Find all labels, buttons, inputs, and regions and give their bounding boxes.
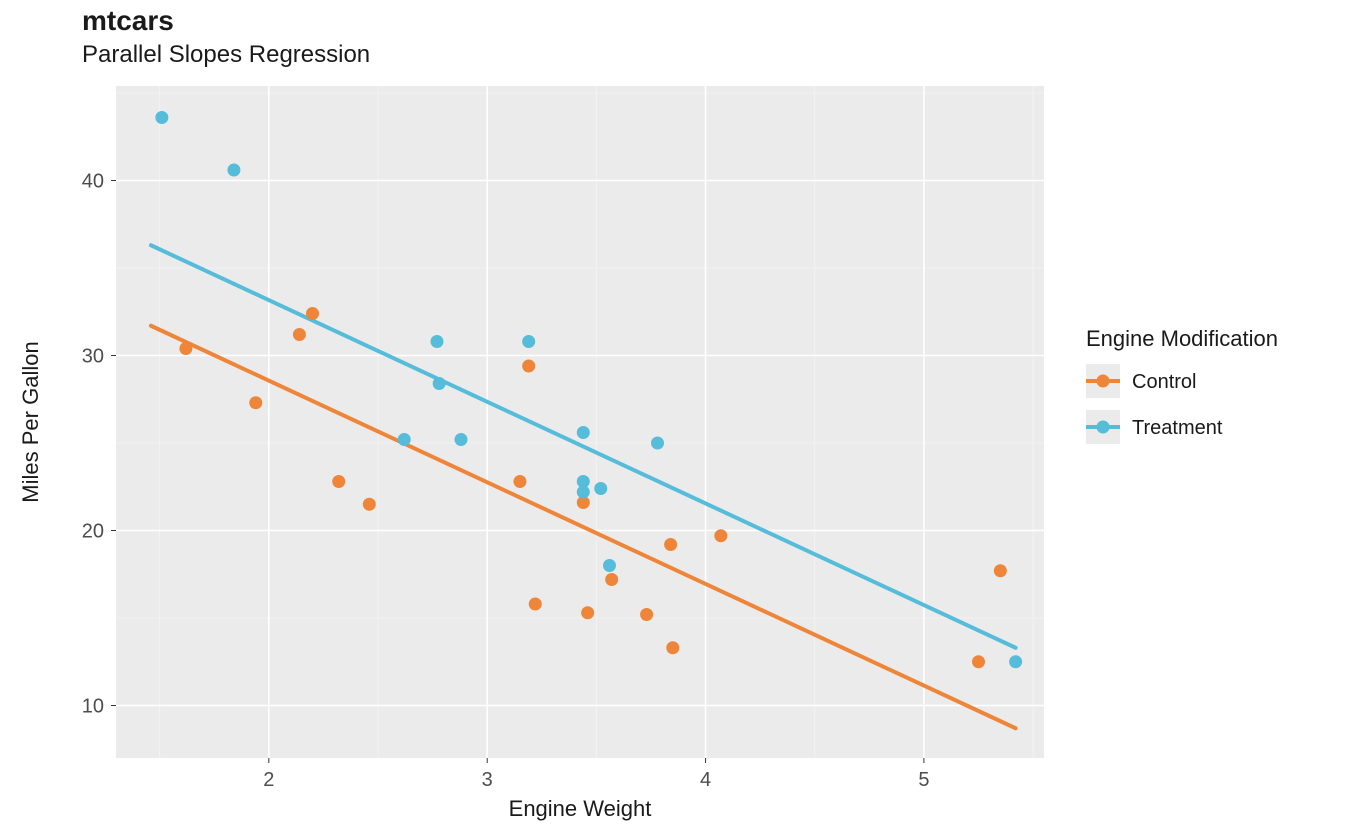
point-control: [640, 608, 653, 621]
y-tick-label: 20: [82, 521, 104, 543]
point-treatment: [155, 111, 168, 124]
legend-item: Treatment: [1086, 410, 1223, 444]
point-treatment: [1009, 655, 1022, 668]
y-tick-label: 10: [82, 696, 104, 718]
point-control: [249, 396, 262, 409]
point-treatment: [433, 377, 446, 390]
chart-svg: 2 3 4 5 10 20 30 40 Engine Weight Miles Per Gallo…: [0, 0, 1358, 833]
point-control: [714, 529, 727, 542]
point-treatment: [454, 433, 467, 446]
y-axis-label: Miles Per Gallon: [18, 341, 43, 502]
x-tick-label: 5: [918, 769, 929, 791]
point-control: [972, 655, 985, 668]
point-control: [332, 475, 345, 488]
x-axis-label: Engine Weight: [509, 796, 652, 821]
x-tick-label: 3: [482, 769, 493, 791]
x-tick-label: 4: [700, 769, 711, 791]
point-treatment: [227, 164, 240, 177]
x-axis: 2 3 4 5: [263, 758, 929, 791]
legend-title: Engine Modification: [1086, 326, 1278, 351]
point-treatment: [577, 426, 590, 439]
legend-label: Control: [1132, 371, 1196, 393]
point-control: [605, 573, 618, 586]
point-control: [581, 606, 594, 619]
legend-point-icon: [1097, 421, 1110, 434]
point-control: [664, 538, 677, 551]
point-treatment: [594, 482, 607, 495]
legend-item: Control: [1086, 364, 1196, 398]
point-control: [293, 328, 306, 341]
y-tick-label: 40: [82, 171, 104, 193]
point-treatment: [430, 335, 443, 348]
point-control: [522, 360, 535, 373]
point-treatment: [651, 437, 664, 450]
point-control: [363, 498, 376, 511]
point-control: [994, 564, 1007, 577]
point-control: [306, 307, 319, 320]
point-treatment: [522, 335, 535, 348]
x-tick-label: 2: [263, 769, 274, 791]
point-treatment: [577, 486, 590, 499]
legend: Engine Modification Control Treatment: [1086, 326, 1278, 444]
legend-label: Treatment: [1132, 417, 1223, 439]
point-control: [529, 598, 542, 611]
chart-title: mtcars: [82, 5, 174, 36]
legend-point-icon: [1097, 375, 1110, 388]
plot-panel: [116, 86, 1044, 758]
y-axis: 10 20 30 40: [82, 171, 116, 718]
point-treatment: [398, 433, 411, 446]
chart-subtitle: Parallel Slopes Regression: [82, 41, 370, 68]
chart-container: 2 3 4 5 10 20 30 40 Engine Weight Miles Per Gallo…: [0, 0, 1358, 833]
point-treatment: [603, 559, 616, 572]
point-control: [179, 342, 192, 355]
point-control: [666, 641, 679, 654]
point-control: [513, 475, 526, 488]
y-tick-label: 30: [82, 346, 104, 368]
